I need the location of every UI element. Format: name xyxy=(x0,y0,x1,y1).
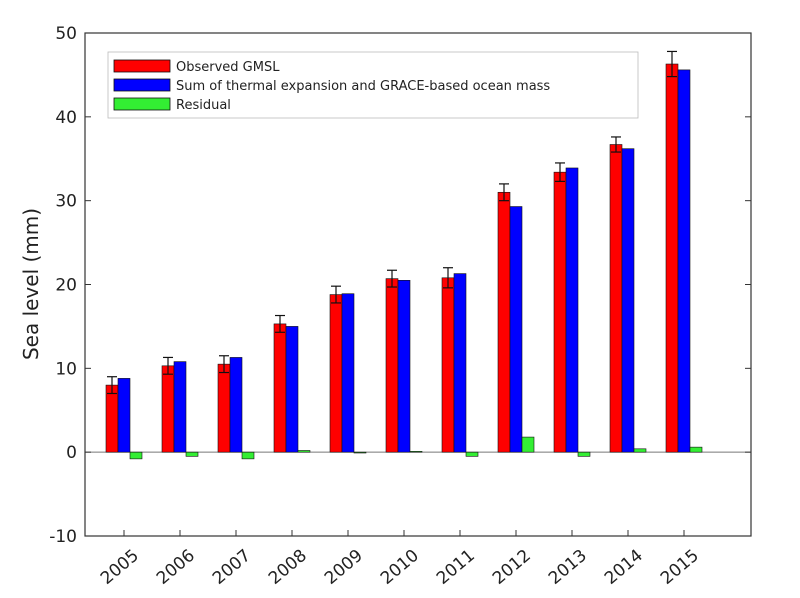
error-bar-2008 xyxy=(275,314,285,333)
y-tick-label: 50 xyxy=(55,24,77,44)
bar-observed-2015 xyxy=(665,63,679,453)
bar-sum-2007 xyxy=(229,357,243,453)
x-tick-label: 2006 xyxy=(153,546,199,589)
bar-sum-2009 xyxy=(341,293,355,453)
y-tick-label: 40 xyxy=(55,108,77,128)
legend: Observed GMSL Sum of thermal expansion an… xyxy=(107,51,639,119)
x-tick-label: 2010 xyxy=(377,546,423,589)
legend-swatch xyxy=(113,59,171,73)
error-bar-2010 xyxy=(387,269,397,288)
bar-sum-2006 xyxy=(173,361,187,453)
legend-label: Observed GMSL xyxy=(176,60,280,75)
error-bar-2012 xyxy=(499,183,509,202)
y-axis-label: Sea level (mm) xyxy=(19,208,43,360)
x-tick-label: 2007 xyxy=(209,546,255,589)
y-tick-label: 20 xyxy=(55,276,77,296)
bar-sum-2010 xyxy=(397,280,411,453)
bar-residual-2012 xyxy=(521,436,535,453)
bar-observed-2012 xyxy=(497,191,511,453)
error-bar-2006 xyxy=(163,356,173,375)
legend-label: Residual xyxy=(176,98,231,113)
bar-observed-2007 xyxy=(217,363,231,453)
legend-box xyxy=(107,51,639,119)
bar-observed-2014 xyxy=(609,144,623,453)
bar-sum-2005 xyxy=(117,378,131,453)
legend-label: Sum of thermal expansion and GRACE-based… xyxy=(176,79,550,94)
bar-sum-2014 xyxy=(621,148,635,453)
bar-residual-2014 xyxy=(633,448,647,453)
bar-observed-2011 xyxy=(441,277,455,453)
error-bar-2005 xyxy=(107,376,117,395)
y-tick-label: 10 xyxy=(55,359,77,379)
y-tick-label: -10 xyxy=(49,527,77,547)
bar-residual-2009 xyxy=(353,451,367,454)
bar-residual-2010 xyxy=(409,451,423,453)
y-tick-label: 30 xyxy=(55,192,77,212)
bar-observed-2008 xyxy=(273,323,287,453)
bar-sum-2015 xyxy=(677,69,691,453)
x-tick-label: 2011 xyxy=(433,546,479,589)
error-bar-2011 xyxy=(443,267,453,289)
bar-observed-2010 xyxy=(385,278,399,453)
y-tick-label: 0 xyxy=(66,443,77,463)
bar-observed-2006 xyxy=(161,365,175,453)
bar-observed-2005 xyxy=(105,384,119,453)
x-tick-label: 2014 xyxy=(601,546,647,589)
legend-swatch xyxy=(113,78,171,92)
error-bar-2013 xyxy=(555,162,565,182)
bar-residual-2007 xyxy=(241,451,255,460)
error-bar-2014 xyxy=(611,136,621,153)
bar-residual-2008 xyxy=(297,450,311,453)
bar-residual-2006 xyxy=(185,451,199,457)
bar-residual-2011 xyxy=(465,451,479,457)
bar-residual-2005 xyxy=(129,451,143,460)
bar-sum-2012 xyxy=(509,206,523,453)
error-bar-2007 xyxy=(219,355,229,374)
bar-sum-2008 xyxy=(285,326,299,453)
x-tick-label: 2015 xyxy=(657,546,703,589)
x-tick-label: 2008 xyxy=(265,546,311,589)
bar-residual-2013 xyxy=(577,451,591,457)
x-tick-label: 2005 xyxy=(97,546,143,589)
bar-sum-2011 xyxy=(453,273,467,453)
error-bar-2009 xyxy=(331,285,341,304)
bar-observed-2013 xyxy=(553,171,567,453)
bar-residual-2015 xyxy=(689,446,703,453)
error-bar-2015 xyxy=(667,50,677,78)
x-tick-label: 2013 xyxy=(545,546,591,589)
bar-sum-2013 xyxy=(565,167,579,453)
x-tick-label: 2009 xyxy=(321,546,367,589)
legend-swatch xyxy=(113,97,171,111)
x-tick-label: 2012 xyxy=(489,546,535,589)
bar-observed-2009 xyxy=(329,294,343,453)
